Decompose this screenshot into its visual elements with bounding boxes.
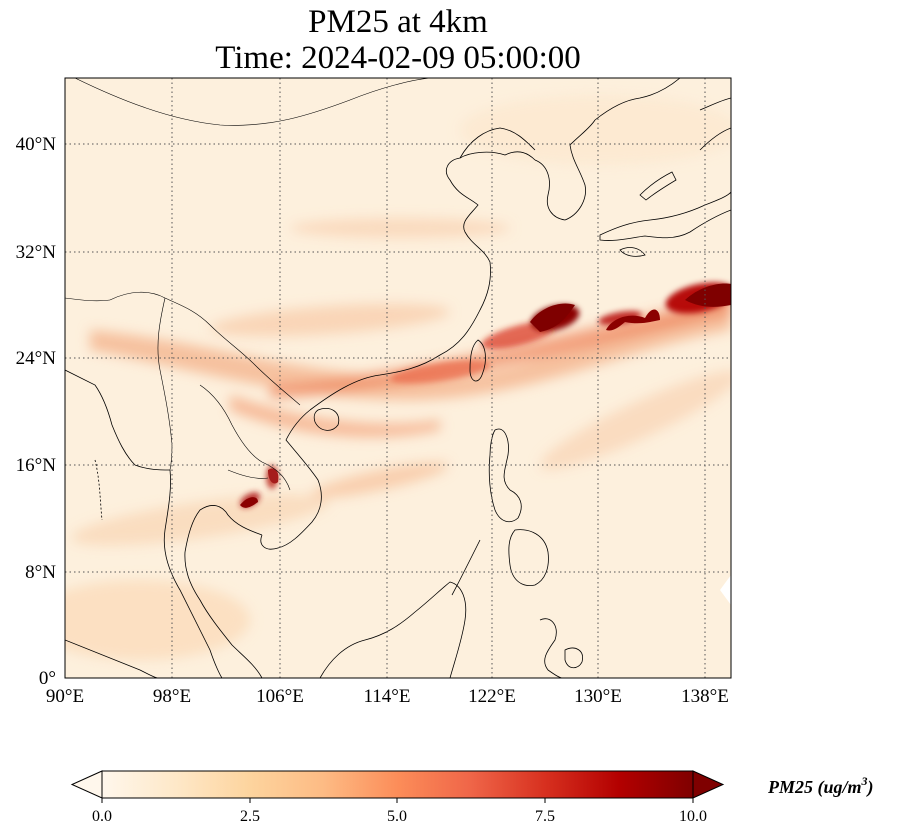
lon-tick-label: 122°E bbox=[468, 686, 516, 707]
colorbar: 0.0 2.5 5.0 7.5 10.0 PM25 (ug/m3) bbox=[70, 770, 874, 825]
lat-tick-label: 24°N bbox=[16, 348, 57, 369]
lon-tick-label: 106°E bbox=[256, 686, 304, 707]
nodata-patch bbox=[720, 575, 731, 605]
lon-tick-label: 130°E bbox=[574, 686, 622, 707]
colorbar-tick-label: 0.0 bbox=[92, 808, 112, 825]
colorbar-unit-end: ) bbox=[866, 777, 874, 798]
lon-tick-label: 90°E bbox=[46, 686, 84, 707]
lat-tick-label: 0° bbox=[39, 668, 56, 689]
lon-tick-label: 114°E bbox=[364, 686, 411, 707]
lon-tick-label: 138°E bbox=[681, 686, 729, 707]
lat-tick-label: 40°N bbox=[16, 134, 57, 155]
map-frame bbox=[64, 77, 732, 679]
lat-tick-labels: 0° 8°N 16°N 24°N 32°N 40°N bbox=[16, 134, 57, 689]
map-time-subtitle: Time: 2024-02-09 05:00:00 bbox=[215, 40, 581, 76]
pm25-haze-field bbox=[65, 95, 731, 660]
lon-tick-label: 98°E bbox=[153, 686, 191, 707]
graticule bbox=[65, 78, 731, 678]
colorbar-gradient bbox=[102, 771, 693, 798]
colorbar-unit-label: PM25 (ug/m3) bbox=[767, 774, 874, 798]
lat-tick-label: 32°N bbox=[16, 242, 57, 263]
colorbar-min-extend bbox=[70, 770, 103, 799]
pm25-peak-cores bbox=[240, 283, 731, 508]
colorbar-unit-main: PM25 (ug/m bbox=[767, 777, 862, 798]
map-panel bbox=[65, 78, 731, 678]
coastlines bbox=[65, 78, 731, 678]
lat-tick-label: 8°N bbox=[25, 562, 56, 583]
colorbar-unit-superscript: 3 bbox=[861, 774, 868, 788]
colorbar-tick-label: 7.5 bbox=[535, 808, 555, 825]
colorbar-max-extend bbox=[692, 770, 725, 799]
colorbar-tick-label: 10.0 bbox=[679, 808, 707, 825]
lat-tick-label: 16°N bbox=[16, 455, 57, 476]
colorbar-tick-label: 5.0 bbox=[387, 808, 407, 825]
pm25-plume-band bbox=[90, 295, 731, 438]
map-title: PM25 at 4km bbox=[308, 4, 488, 40]
colorbar-tick-label: 2.5 bbox=[240, 808, 260, 825]
lon-tick-labels: 90°E 98°E 106°E 114°E 122°E 130°E 138°E bbox=[46, 686, 729, 707]
